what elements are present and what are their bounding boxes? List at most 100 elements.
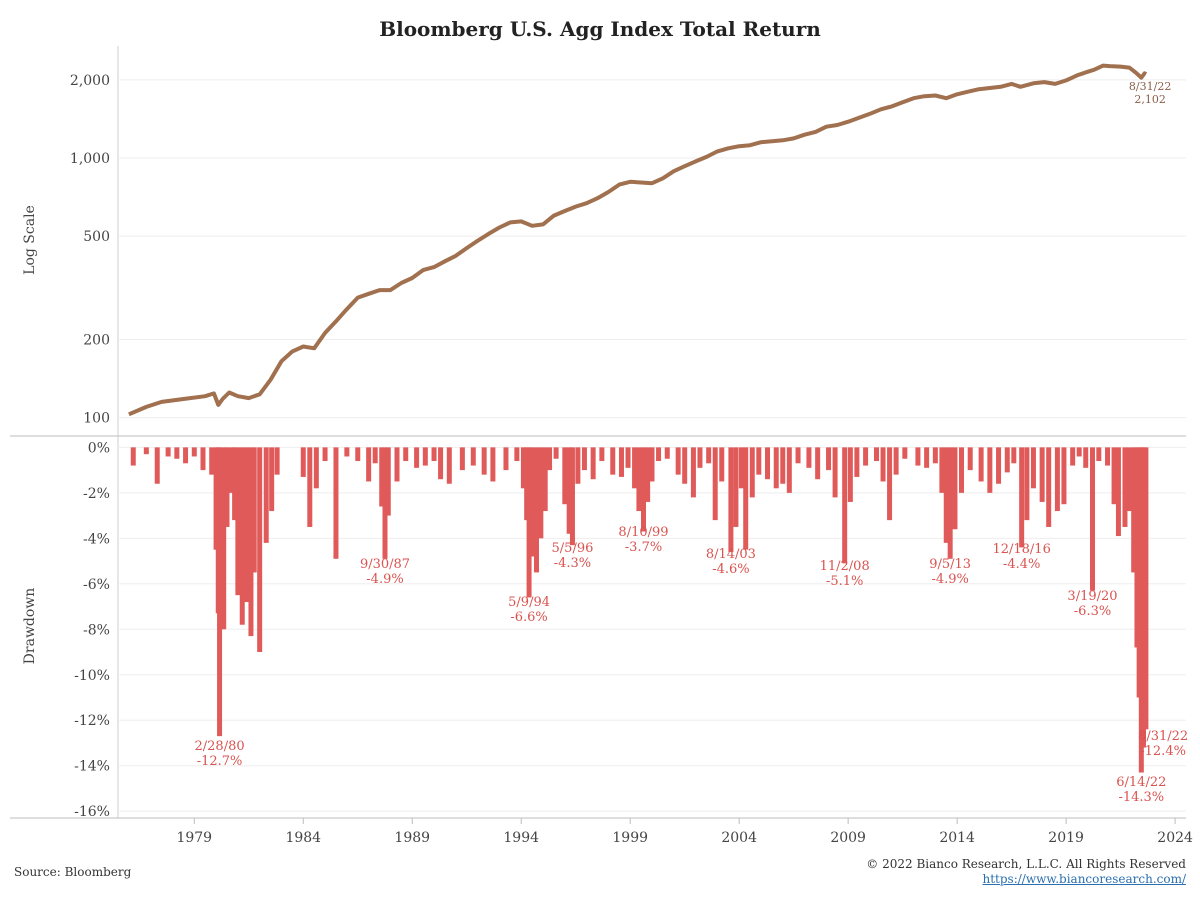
drawdown-bar [728, 447, 734, 552]
x-tick-label: 1989 [394, 830, 430, 846]
drawdown-bar [209, 447, 215, 475]
drawdown-bar [664, 447, 670, 459]
drawdown-bar [1089, 447, 1095, 591]
bottom-y-tick-label: -16% [74, 804, 110, 820]
drawdown-bar [481, 447, 487, 475]
drawdown-bar [248, 447, 254, 637]
drawdown-bar [446, 447, 452, 484]
drawdown-bar [632, 447, 638, 489]
x-axis-ticks: 1979 1984 1989 1994 1999 2004 2009 2014 2019 2024 [176, 818, 1193, 846]
drawdown-bar [959, 447, 965, 493]
drawdown-bar [749, 447, 755, 498]
drawdown-annotation-value: -4.9% [366, 572, 403, 587]
drawdown-bar [239, 447, 245, 625]
drawdown-bar [553, 447, 559, 459]
drawdown-bar [1019, 447, 1025, 548]
drawdown-annotation-value: -6.6% [510, 610, 547, 625]
drawdown-bar [581, 447, 587, 471]
drawdown-bar [547, 447, 553, 471]
drawdown-bar [569, 447, 575, 546]
drawdown-bar [842, 447, 848, 564]
drawdown-bar [490, 447, 496, 482]
x-tick-label: 1984 [285, 830, 321, 846]
drawdown-bar [978, 447, 984, 482]
drawdown-bar [863, 447, 869, 466]
drawdown-bar [403, 447, 409, 462]
drawdown-bar [154, 447, 160, 484]
top-gridlines [118, 79, 1186, 419]
drawdown-bar [235, 447, 241, 596]
drawdown-annotation-date: 6/14/22 [1116, 775, 1166, 790]
drawdown-bar [939, 447, 945, 493]
drawdown-bar [217, 447, 223, 737]
drawdown-bar [366, 447, 372, 482]
drawdown-bar [854, 447, 860, 477]
drawdown-bar [756, 447, 762, 475]
drawdown-bar [1122, 447, 1128, 527]
drawdown-bar [625, 447, 631, 468]
drawdown-bar [675, 447, 681, 475]
top-y-axis-label: Log Scale [22, 205, 38, 275]
drawdown-bar [333, 447, 339, 559]
drawdown-bar [902, 447, 908, 459]
top-y-tick-label: 100 [83, 411, 110, 427]
drawdown-bar [832, 447, 838, 498]
drawdown-bar [1039, 447, 1045, 502]
top-y-tick-label: 2,000 [70, 73, 110, 89]
drawdown-bar [257, 447, 263, 653]
chart-title: Bloomberg U.S. Agg Index Total Return [379, 17, 821, 41]
drawdown-bar [372, 447, 378, 464]
drawdown-bar [887, 447, 893, 521]
drawdown-bar [191, 447, 197, 457]
drawdown-bar [880, 447, 886, 482]
drawdown-annotation-date: 5/5/96 [552, 541, 594, 556]
drawdown-bar [200, 447, 206, 471]
drawdown-bar [967, 447, 973, 471]
drawdown-bar [575, 447, 581, 484]
bottom-y-tick-label: -6% [83, 577, 110, 593]
copyright-note: © 2022 Bianco Research, L.L.C. All Right… [866, 857, 1186, 871]
drawdown-annotation-value: -12.4% [1140, 744, 1186, 759]
drawdown-bar [618, 447, 624, 477]
drawdown-bar [743, 447, 749, 550]
drawdown-bar [773, 447, 779, 489]
drawdown-bar [1076, 447, 1082, 457]
drawdown-bar [542, 447, 548, 512]
bottom-y-tick-label: -10% [74, 668, 110, 684]
drawdown-annotation-date: 8/14/03 [706, 547, 756, 562]
drawdown-bar [610, 447, 616, 475]
drawdown-bar [1070, 447, 1076, 466]
drawdown-bar [645, 447, 651, 502]
drawdown-annotation-date: 9/5/13 [929, 557, 971, 572]
drawdown-bar [232, 447, 238, 521]
drawdown-bar [1131, 447, 1137, 573]
drawdown-bar [987, 447, 993, 493]
bottom-y-ticks: 0% -2% -4% -6% -8% -10% -12% -14% -16% [74, 440, 110, 820]
drawdown-bar [251, 447, 257, 573]
drawdown-bar [228, 447, 234, 493]
drawdown-bar [599, 447, 605, 462]
drawdown-bar [307, 447, 313, 527]
drawdown-annotation-value: -12.7% [197, 754, 243, 769]
drawdown-bar [795, 447, 801, 464]
drawdown-bar [431, 447, 437, 462]
drawdown-bar [344, 447, 350, 457]
drawdown-annotation-date: 11/2/08 [820, 559, 870, 574]
drawdown-bar [526, 447, 532, 598]
drawdown-bar [221, 447, 227, 630]
drawdown-bar [1105, 447, 1111, 466]
website-link[interactable]: https://www.biancoresearch.com/ [982, 872, 1186, 886]
drawdown-bar [322, 447, 328, 462]
drawdown-bar [915, 447, 921, 466]
drawdown-bar [414, 447, 420, 468]
drawdown-bar [382, 447, 388, 559]
x-tick-label: 2014 [939, 830, 975, 846]
drawdown-bar [690, 447, 696, 498]
drawdown-bar [640, 447, 646, 532]
drawdown-bar [932, 447, 938, 464]
drawdown-bar [765, 447, 771, 480]
drawdown-annotation-date: 8/31/22 [1138, 729, 1188, 744]
drawdown-bar [590, 447, 596, 480]
bottom-gridlines [118, 446, 1186, 812]
top-y-tick-label: 1,000 [70, 151, 110, 167]
